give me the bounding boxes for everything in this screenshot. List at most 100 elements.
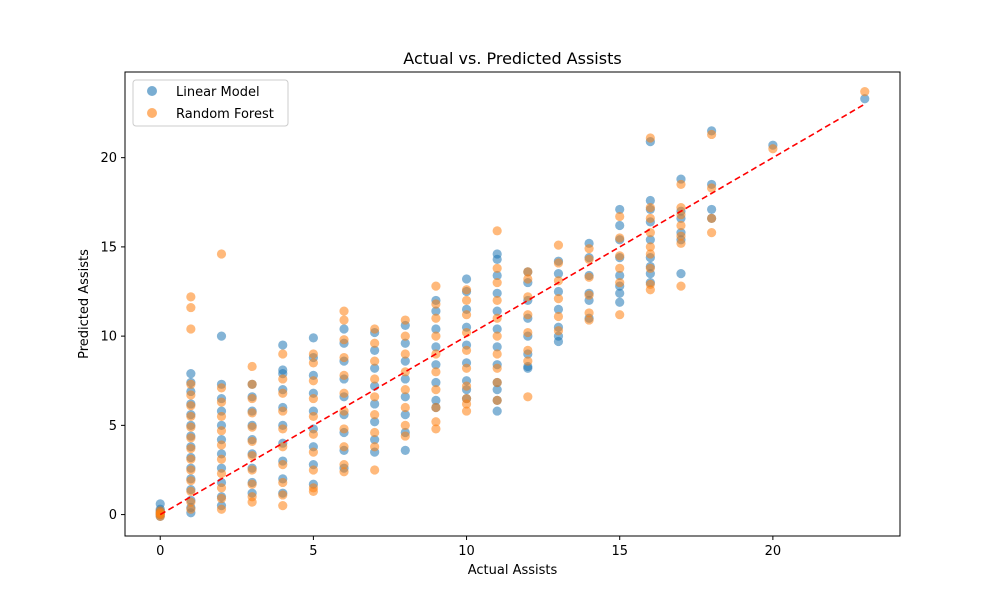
data-point — [370, 374, 380, 384]
data-point — [492, 254, 502, 264]
data-point — [615, 288, 625, 298]
legend-label-linear-model: Linear Model — [176, 85, 260, 100]
data-point — [492, 377, 502, 388]
data-point — [186, 401, 196, 411]
data-point — [584, 254, 594, 264]
data-point — [492, 406, 502, 416]
data-point — [278, 349, 288, 359]
data-point — [492, 263, 502, 273]
legend-frame — [132, 79, 289, 127]
reference-line-layer — [159, 103, 866, 516]
data-point — [707, 183, 717, 193]
legend-marker-linear-model — [147, 86, 157, 96]
data-point — [400, 315, 410, 325]
data-point — [431, 367, 441, 377]
data-point — [186, 465, 196, 475]
data-point — [216, 454, 227, 464]
data-point — [370, 324, 380, 334]
data-point — [370, 392, 380, 402]
data-point — [216, 493, 227, 504]
y-axis-label: Predicted Assists — [77, 249, 92, 359]
data-point — [278, 490, 288, 500]
data-point — [523, 274, 533, 284]
data-point — [553, 311, 564, 322]
x-tick-label: 20 — [765, 544, 782, 559]
data-point — [339, 424, 349, 434]
data-point — [645, 285, 655, 295]
data-point — [584, 272, 594, 282]
data-point — [216, 411, 227, 422]
data-point — [216, 440, 227, 450]
data-point — [247, 451, 257, 461]
data-point — [247, 393, 257, 404]
data-point — [339, 460, 349, 470]
data-point — [400, 374, 410, 384]
data-point — [492, 324, 502, 334]
data-point — [308, 411, 318, 422]
data-point — [553, 286, 564, 297]
data-point — [676, 238, 686, 248]
x-tick-label: 5 — [309, 544, 317, 559]
data-point — [186, 390, 196, 400]
y-tick-label: 5 — [109, 419, 117, 434]
data-point — [492, 342, 502, 352]
data-point — [523, 345, 533, 355]
x-axis-ticks: 0 5 10 15 20 — [156, 536, 781, 559]
data-point — [186, 302, 196, 313]
x-tick-label: 15 — [611, 544, 628, 559]
data-point — [400, 385, 410, 395]
data-point — [431, 324, 441, 334]
data-point — [553, 269, 564, 279]
data-point — [247, 422, 257, 432]
legend-label-random-forest: Random Forest — [176, 107, 274, 122]
data-point — [400, 431, 410, 441]
data-point — [676, 220, 686, 231]
data-point — [707, 129, 717, 140]
y-tick-label: 0 — [109, 508, 117, 523]
data-point — [400, 420, 410, 430]
data-point — [431, 424, 441, 434]
data-point — [707, 204, 717, 215]
data-point — [461, 310, 472, 320]
data-point — [308, 333, 318, 343]
data-point — [431, 385, 441, 395]
data-point — [553, 304, 564, 314]
data-point — [216, 468, 227, 479]
data-point — [461, 399, 472, 409]
data-point — [186, 433, 196, 443]
data-point — [645, 203, 655, 213]
data-point — [186, 369, 196, 379]
data-point — [186, 411, 196, 422]
data-point — [339, 324, 349, 334]
data-point — [308, 393, 318, 404]
data-point — [339, 370, 349, 380]
data-point — [461, 285, 472, 295]
data-point — [615, 310, 625, 320]
data-point — [615, 211, 625, 222]
data-point — [645, 263, 655, 273]
data-point — [216, 504, 227, 514]
data-point — [707, 228, 717, 238]
data-point — [676, 269, 686, 279]
data-point — [461, 381, 472, 391]
data-point — [308, 376, 318, 386]
data-point — [308, 465, 318, 475]
y-tick-label: 20 — [100, 151, 117, 166]
data-point — [676, 231, 686, 241]
data-point — [615, 277, 625, 288]
data-point — [216, 483, 227, 493]
data-point — [400, 331, 410, 341]
data-point — [492, 395, 502, 405]
data-point — [186, 476, 196, 486]
data-point — [431, 331, 441, 341]
data-point — [431, 417, 441, 427]
data-point — [431, 360, 441, 370]
data-point — [247, 361, 257, 372]
data-point — [186, 422, 196, 432]
data-point — [400, 410, 410, 420]
data-point — [584, 290, 594, 300]
data-point — [186, 324, 196, 334]
data-point — [370, 417, 380, 427]
data-point — [676, 179, 686, 190]
data-point — [247, 436, 257, 447]
